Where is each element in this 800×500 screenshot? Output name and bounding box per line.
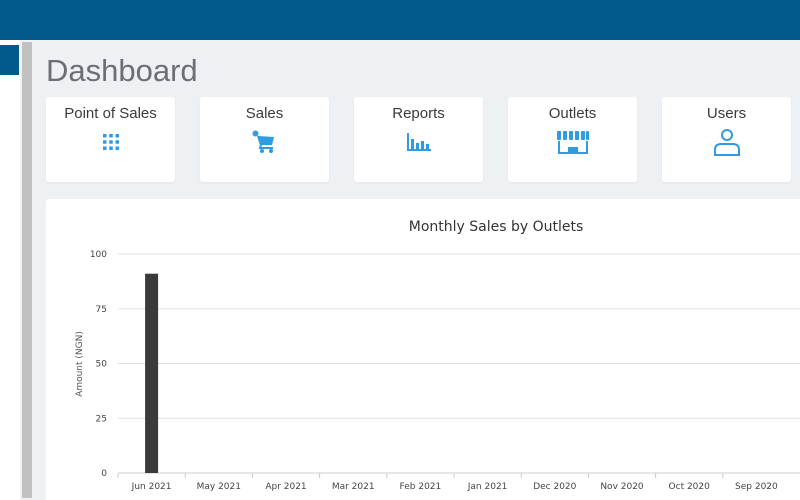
card-outlets[interactable]: Outlets (508, 97, 637, 182)
monthly-sales-chart: Monthly Sales by Outlets Amount (NGN) 0 2… (75, 219, 800, 492)
card-point-of-sales[interactable]: Point of Sales (46, 97, 175, 182)
card-label: Reports (392, 105, 445, 122)
cart-icon (200, 128, 329, 156)
bar-jun-2021[interactable] (145, 273, 159, 473)
x-tick-label: Jan 2021 (467, 482, 508, 492)
x-tick-label: May 2021 (197, 482, 241, 492)
card-label: Users (706, 105, 747, 122)
y-tick-label: 25 (96, 414, 107, 424)
y-tick-labels: 0 25 50 75 100 (90, 250, 107, 479)
card-label: Sales (245, 105, 284, 122)
card-users[interactable]: Users (662, 97, 791, 182)
bar-chart-icon (354, 128, 483, 156)
card-reports[interactable]: Reports (354, 97, 483, 182)
x-tick-label: Oct 2020 (669, 482, 711, 492)
x-tick-label: Feb 2021 (400, 482, 442, 492)
chart-title: Monthly Sales by Outlets (409, 219, 584, 235)
chart-bars (145, 273, 159, 473)
sidebar (0, 40, 20, 500)
chart-gridlines (118, 253, 800, 474)
user-icon (662, 128, 791, 156)
storefront-icon (508, 128, 637, 156)
scrollbar-thumb[interactable] (22, 42, 32, 498)
card-label: Point of Sales (64, 105, 157, 122)
x-tick-label: Apr 2021 (265, 482, 306, 492)
card-sales[interactable]: Sales (200, 97, 329, 182)
sidebar-active-item[interactable] (0, 45, 19, 75)
y-axis-label: Amount (NGN) (75, 331, 85, 397)
x-tick-label: Jun 2021 (131, 482, 172, 492)
x-tick-labels: Jun 2021 May 2021 Apr 2021 Mar 2021 Feb 2021… (117, 473, 778, 492)
chart-panel: Monthly Sales by Outlets Amount (NGN) 0 2… (46, 199, 800, 500)
card-label: Outlets (548, 105, 597, 122)
page-title: Dashboard (46, 53, 198, 88)
grid-icon (46, 128, 175, 156)
y-tick-label: 0 (101, 469, 107, 479)
x-tick-label: Nov 2020 (600, 482, 644, 492)
y-tick-label: 75 (96, 305, 107, 315)
y-tick-label: 100 (90, 250, 107, 260)
x-tick-label: Mar 2021 (332, 482, 375, 492)
y-tick-label: 50 (96, 360, 108, 370)
x-tick-label: Sep 2020 (735, 482, 778, 492)
x-tick-label: Dec 2020 (533, 482, 576, 492)
top-navbar (0, 0, 800, 40)
